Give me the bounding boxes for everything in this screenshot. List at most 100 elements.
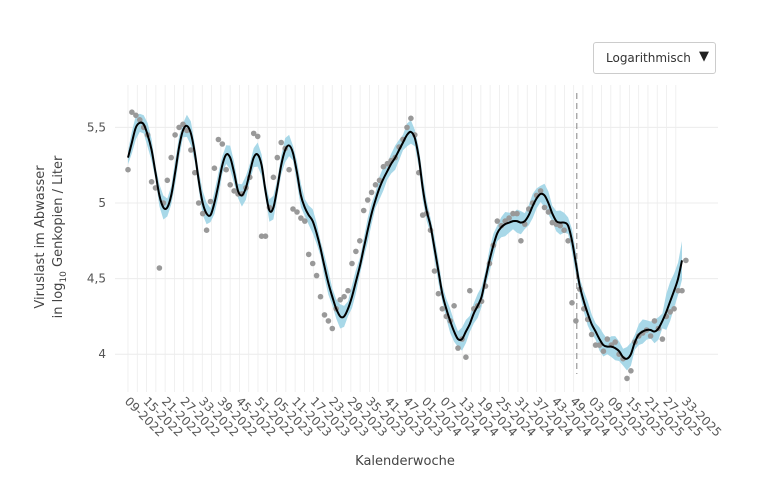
y-tick-label: 4,5 bbox=[87, 272, 106, 286]
measurement-point bbox=[545, 209, 552, 215]
measurement-point bbox=[325, 318, 332, 324]
measurement-point bbox=[451, 303, 457, 309]
measurement-point bbox=[219, 141, 226, 147]
x-tick-labels: 09-202215-202221-202227-202233-202239-20… bbox=[122, 394, 724, 439]
measurement-point bbox=[286, 166, 292, 173]
measurement-point bbox=[302, 218, 308, 224]
measurement-point bbox=[573, 318, 579, 324]
measurement-point bbox=[494, 218, 501, 224]
measurement-point bbox=[290, 206, 296, 212]
measurement-point bbox=[592, 342, 599, 348]
measurement-point bbox=[518, 238, 524, 244]
y-tick-label: 4 bbox=[98, 347, 106, 361]
y-tick-labels: 4 4,5 5 5,5 bbox=[87, 120, 106, 361]
measurement-point bbox=[675, 287, 681, 294]
measurement-point bbox=[345, 287, 351, 294]
measurement-point bbox=[298, 215, 304, 221]
measurement-point bbox=[380, 163, 387, 170]
measurement-point bbox=[203, 227, 210, 233]
measurement-point bbox=[278, 139, 285, 146]
measurement-point bbox=[612, 339, 618, 345]
measurement-point bbox=[604, 336, 611, 342]
measurement-point bbox=[262, 233, 269, 239]
measurement-point bbox=[168, 154, 174, 161]
measurement-point bbox=[250, 130, 257, 137]
measurement-point bbox=[372, 182, 379, 188]
measurement-point bbox=[384, 160, 391, 167]
measurement-point bbox=[467, 287, 473, 294]
scale-dropdown[interactable]: Logarithmisch ▼ bbox=[593, 42, 716, 74]
measurement-point bbox=[659, 336, 666, 342]
measurement-point bbox=[588, 331, 595, 338]
measurement-point bbox=[565, 238, 571, 244]
measurement-point bbox=[431, 268, 438, 274]
measurement-point bbox=[199, 210, 206, 217]
measurement-point bbox=[408, 115, 414, 122]
measurement-point bbox=[309, 260, 316, 267]
measurement-point bbox=[510, 210, 516, 217]
measurement-point bbox=[683, 257, 689, 264]
measurement-point bbox=[364, 197, 371, 203]
measurement-point bbox=[223, 166, 229, 173]
measurement-point bbox=[651, 318, 658, 324]
measurement-point bbox=[133, 112, 139, 119]
measurement-point bbox=[557, 222, 563, 229]
measurement-point bbox=[188, 147, 194, 153]
measurement-point bbox=[404, 124, 410, 131]
measurement-point bbox=[368, 189, 375, 196]
measurement-point bbox=[329, 325, 336, 332]
measurement-point bbox=[537, 188, 544, 194]
measurement-point bbox=[341, 293, 347, 300]
measurement-point bbox=[624, 375, 630, 382]
measurement-point bbox=[180, 121, 186, 128]
trend-line bbox=[127, 121, 683, 360]
measurement-point bbox=[647, 333, 654, 339]
measurement-point bbox=[148, 179, 155, 185]
measurement-point bbox=[671, 306, 677, 312]
measurement-point bbox=[176, 124, 182, 131]
y-tick-label: 5 bbox=[98, 196, 106, 210]
measurement-point bbox=[227, 182, 233, 188]
x-axis-title: Kalenderwoche bbox=[355, 454, 455, 469]
measurement-point bbox=[376, 177, 383, 184]
measurement-point bbox=[506, 215, 512, 221]
measurement-point bbox=[125, 166, 131, 173]
measurement-point bbox=[541, 204, 548, 211]
measurement-point bbox=[357, 238, 363, 244]
measurement-point bbox=[258, 233, 265, 239]
measurement-point bbox=[561, 227, 567, 233]
measurement-point bbox=[192, 169, 198, 176]
measurement-point bbox=[321, 312, 328, 318]
measurement-point bbox=[215, 136, 222, 143]
measurement-points bbox=[125, 109, 689, 382]
confidence-band bbox=[128, 113, 682, 371]
scale-dropdown-value: Logarithmisch bbox=[606, 51, 691, 65]
measurement-point bbox=[211, 165, 218, 171]
measurement-point bbox=[231, 188, 237, 194]
measurement-point bbox=[137, 117, 143, 123]
measurement-point bbox=[294, 209, 300, 215]
measurement-point bbox=[164, 177, 171, 184]
measurement-point bbox=[305, 251, 312, 258]
measurement-point bbox=[207, 198, 214, 205]
measurement-point bbox=[360, 207, 367, 214]
measurement-point bbox=[455, 345, 461, 351]
measurement-point bbox=[628, 368, 634, 374]
measurement-point bbox=[569, 300, 575, 306]
measurement-point bbox=[667, 309, 673, 315]
dropdown-triangle-icon: ▼ bbox=[699, 49, 709, 64]
measurement-point bbox=[317, 293, 324, 300]
measurement-point bbox=[435, 290, 442, 297]
measurement-point bbox=[337, 297, 344, 303]
measurement-point bbox=[172, 132, 178, 138]
measurement-point bbox=[313, 272, 320, 279]
measurement-point bbox=[439, 306, 446, 312]
y-tick-label: 5,5 bbox=[87, 120, 106, 134]
y-axis-title-line2: in log10 Genkopien / Liter bbox=[51, 155, 69, 318]
measurement-point bbox=[679, 287, 685, 294]
measurement-point bbox=[463, 354, 469, 361]
y-axis-title-line1: Viruslast im Abwasser bbox=[33, 165, 48, 309]
measurement-point bbox=[270, 174, 277, 181]
measurement-point bbox=[156, 265, 163, 271]
